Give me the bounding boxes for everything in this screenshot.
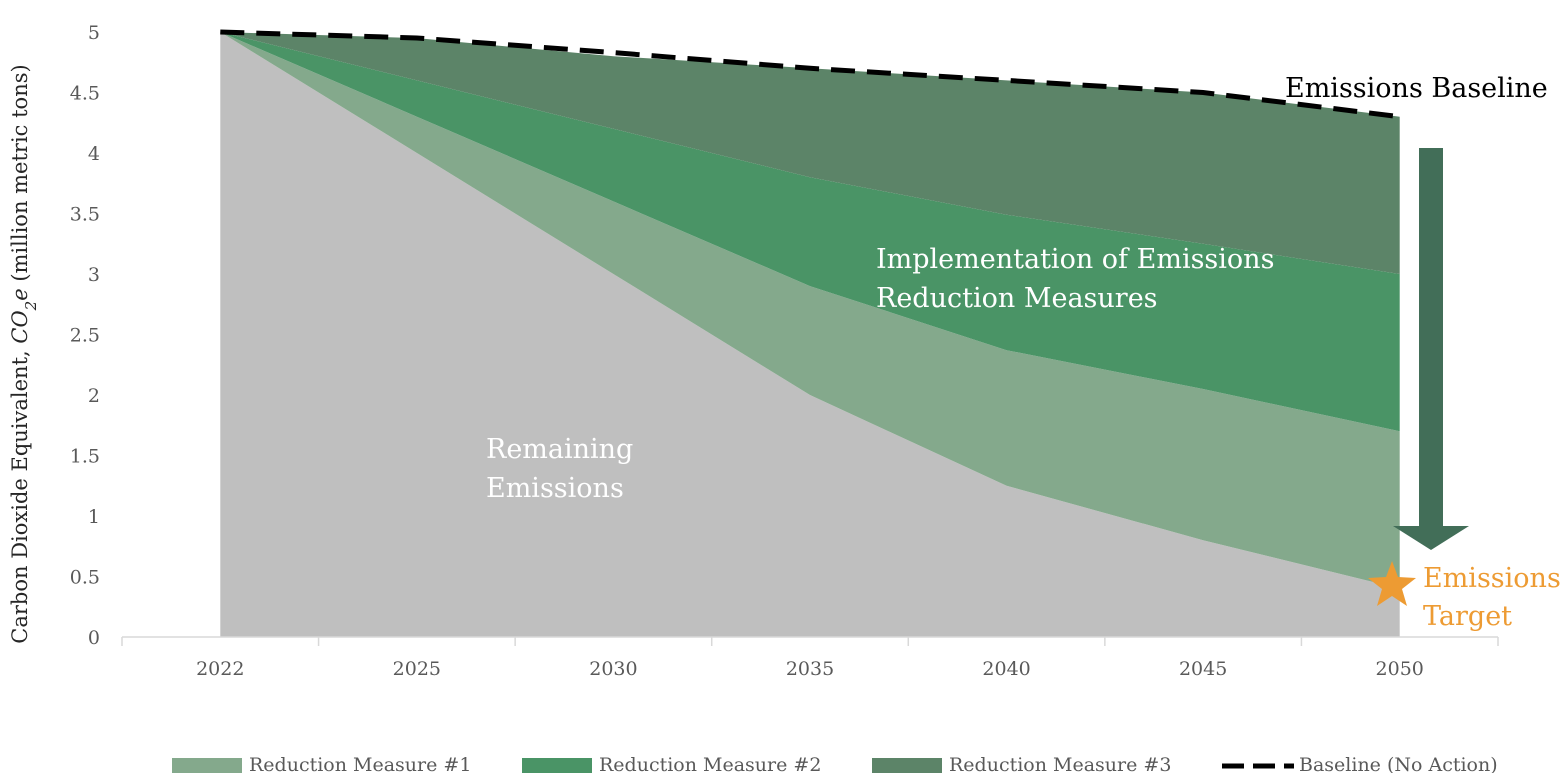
x-tick-label: 2035 [786, 658, 834, 680]
legend-item-measure-1: Reduction Measure #1 [172, 754, 471, 773]
y-tick-label: 2.5 [70, 325, 100, 347]
legend-label-measure-1: Reduction Measure #1 [249, 754, 471, 773]
y-tick-label: 1.5 [70, 446, 100, 468]
y-tick-label: 5 [88, 22, 100, 44]
legend-item-measure-3: Reduction Measure #3 [872, 754, 1171, 773]
y-axis-label: Carbon Dioxide Equivalent, CO2e (million… [8, 64, 40, 643]
legend-swatch-measure-1 [172, 758, 242, 773]
emissions-target-label: Emissions Target [1423, 563, 1562, 632]
reduction-arrow-head [1393, 526, 1469, 550]
y-tick-label: 2 [88, 385, 100, 407]
area-reduction-measure-2 [220, 32, 1400, 432]
x-tick-label: 2025 [393, 658, 441, 680]
baseline-line [220, 29, 1401, 120]
x-tick-label: 2030 [589, 658, 637, 680]
y-tick-label: 0.5 [70, 567, 100, 589]
y-tick-label: 3 [88, 264, 100, 286]
area-reduction-measure-1 [220, 32, 1400, 589]
y-tick-label: 0 [88, 627, 100, 649]
legend-label-measure-2: Reduction Measure #2 [599, 754, 821, 773]
reduction-arrow [1393, 148, 1469, 550]
x-tick-label: 2045 [1179, 658, 1227, 680]
legend-label-baseline: Baseline (No Action) [1299, 754, 1498, 773]
stacked-areas [220, 32, 1400, 637]
area-remaining-emissions [220, 32, 1400, 637]
x-tick-label: 2022 [196, 658, 244, 680]
legend-swatch-measure-3 [872, 758, 942, 773]
x-tick-label: 2040 [982, 658, 1030, 680]
legend-item-measure-2: Reduction Measure #2 [522, 754, 821, 773]
emissions-baseline-label: Emissions Baseline [1285, 73, 1548, 104]
y-tick-label: 3.5 [70, 204, 100, 226]
y-tick-label: 4 [88, 143, 100, 165]
remaining-emissions-label: Remaining Emissions [486, 434, 642, 504]
baseline-layer [220, 29, 1401, 120]
legend-item-baseline: Baseline (No Action) [1222, 754, 1498, 773]
reduction-arrow-shaft [1419, 148, 1443, 526]
area-reduction-measure-3 [220, 32, 1400, 274]
target-star-icon [1368, 561, 1416, 606]
y-tick-label: 4.5 [70, 83, 100, 105]
legend-label-measure-3: Reduction Measure #3 [949, 754, 1171, 773]
y-tick-label: 1 [88, 506, 100, 528]
axes: 2022 2025 2030 2035 2040 2045 2050 0 0.5 1 1.5 2 2.5… [70, 22, 1499, 680]
legend-swatch-measure-2 [522, 758, 592, 773]
x-tick-label: 2050 [1376, 658, 1424, 680]
implementation-label: Implementation of Emissions Reduction Me… [876, 244, 1283, 314]
legend: Reduction Measure #1 Reduction Measure #… [172, 754, 1498, 773]
